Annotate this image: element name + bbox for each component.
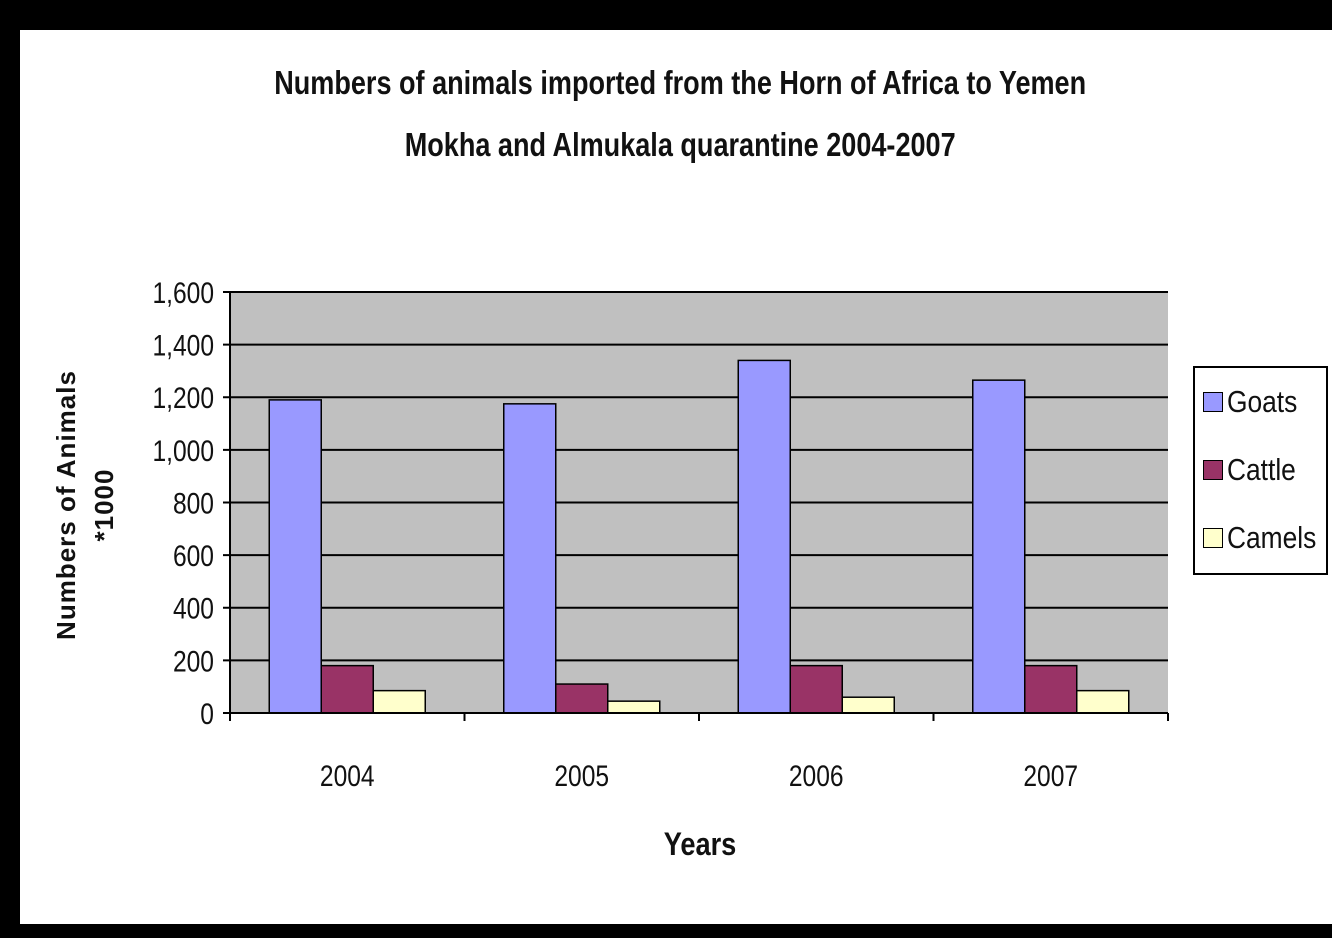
chart-title-line-2: Mokha and Almukala quarantine 2004-2007 (404, 126, 956, 163)
bar-cattle-2005 (555, 683, 609, 714)
y-tick-label: 400 (173, 591, 214, 625)
y-tick-label: 1,000 (152, 434, 214, 468)
bar-goats-2006 (737, 359, 791, 714)
legend-item-camels: Camels (1203, 520, 1332, 556)
x-axis-label: Years (663, 826, 737, 862)
x-tick-label: 2006 (789, 759, 844, 793)
x-tick-label: 2004 (320, 759, 375, 793)
x-tick-label: 2005 (554, 759, 609, 793)
y-tick-label: 1,200 (152, 381, 214, 415)
bar-cattle-2004 (320, 664, 374, 714)
legend-swatch-camels (1203, 528, 1223, 548)
y-tick-label: 200 (173, 644, 214, 678)
legend-label-goats: Goats (1227, 384, 1298, 419)
bar-camels-2004 (372, 689, 426, 714)
y-tick-label: 1,600 (152, 276, 214, 310)
bar-camels-2007 (1076, 689, 1130, 714)
legend-swatch-cattle (1203, 460, 1223, 480)
y-tick-label: 1,400 (152, 328, 214, 362)
chart-title-line-1: Numbers of animals imported from the Hor… (274, 64, 1087, 101)
y-tick-label: 800 (173, 486, 214, 520)
legend-item-cattle: Cattle (1203, 452, 1308, 488)
bar-goats-2005 (503, 403, 557, 714)
bar-goats-2004 (268, 399, 322, 714)
legend-swatch-goats (1203, 392, 1223, 412)
y-tick-label: 0 (200, 697, 214, 731)
bar-camels-2006 (841, 696, 895, 714)
x-tick-label: 2007 (1023, 759, 1078, 793)
bar-cattle-2006 (789, 664, 843, 714)
legend-label-camels: Camels (1227, 520, 1317, 555)
bar-goats-2007 (972, 379, 1026, 714)
legend-label-cattle: Cattle (1227, 452, 1296, 487)
legend: Goats Cattle Camels (1193, 366, 1328, 575)
bar-camels-2005 (607, 700, 661, 714)
y-tick-label: 600 (173, 539, 214, 573)
legend-item-goats: Goats (1203, 384, 1310, 420)
bar-cattle-2007 (1024, 664, 1078, 714)
chart-title: Numbers of animals imported from the Hor… (123, 52, 1238, 176)
